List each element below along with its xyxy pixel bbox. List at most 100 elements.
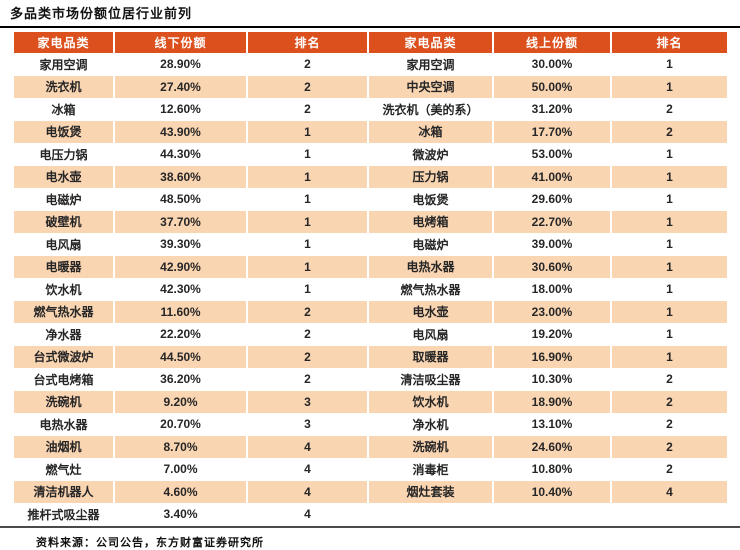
table-cell: 3	[246, 413, 368, 436]
table-cell: 推杆式吸尘器	[27, 507, 100, 522]
table-cell: 2	[246, 368, 368, 391]
table-cell: 23.00%	[492, 300, 611, 323]
table-bottom-rule	[0, 525, 740, 528]
table-cell: 烟灶套装	[367, 480, 493, 503]
table-cell: 36.20%	[113, 368, 247, 391]
table-row: 台式电烤箱 36.20% 2 清洁吸尘器 10.30% 2	[14, 368, 727, 391]
table-cell: 微波炉	[367, 143, 493, 166]
page-title: 多品类市场份额位居行业前列	[10, 6, 193, 21]
table-cell: 38.60%	[113, 165, 247, 188]
table-cell: 洗碗机	[14, 390, 114, 413]
market-share-table: 家电品类 线下份额 排名 家电品类 线上份额 排名 家用空调 28.90% 2 家用空…	[14, 32, 727, 526]
table-cell	[492, 503, 611, 526]
table-cell: 电烤箱	[367, 210, 493, 233]
header-row: 家电品类 线下份额 排名 家电品类 线上份额 排名	[14, 32, 727, 53]
table-cell: 28.90%	[113, 53, 247, 76]
table-cell: 22.20%	[113, 323, 247, 346]
table-cell: 8.70%	[113, 435, 247, 458]
table-cell: 39.00%	[492, 233, 611, 256]
table-cell: 破壁机	[14, 210, 114, 233]
table-cell: 44.30%	[113, 143, 247, 166]
table-cell: 电饭煲	[14, 120, 114, 143]
table-cell: 1	[610, 345, 727, 368]
table-cell: 2	[610, 413, 727, 436]
table-cell: 19.20%	[492, 323, 611, 346]
table-cell: 洗衣机（美的系）	[367, 98, 493, 121]
col-header-offline-share: 线下份额	[113, 32, 247, 53]
table-cell: 43.90%	[113, 120, 247, 143]
table-row: 电压力锅 44.30% 1 微波炉 53.00% 1	[14, 143, 727, 166]
table-cell: 41.00%	[492, 165, 611, 188]
col-header-category-offline: 家电品类	[14, 32, 114, 53]
table-cell: 10.30%	[492, 368, 611, 391]
table-cell: 1	[610, 188, 727, 211]
table-cell: 18.00%	[492, 278, 611, 301]
table-cell: 电磁炉	[45, 192, 82, 207]
table-cell: 1	[610, 53, 727, 76]
table-cell: 1	[610, 278, 727, 301]
table-cell: 1	[246, 278, 368, 301]
table-cell	[610, 503, 727, 526]
table-cell: 7.00%	[113, 458, 247, 481]
table-cell: 洗碗机	[367, 435, 493, 458]
table-row: 电饭煲 43.90% 1 冰箱 17.70% 2	[14, 120, 727, 143]
table-cell: 1	[610, 323, 727, 346]
table-cell: 电热水器	[39, 417, 88, 432]
table-cell: 消毒柜	[367, 458, 493, 481]
table-cell: 2	[246, 53, 368, 76]
table-cell: 39.30%	[113, 233, 247, 256]
table-cell: 17.70%	[492, 120, 611, 143]
table-cell: 1	[246, 188, 368, 211]
table-row: 清洁机器人 4.60% 4 烟灶套装 10.40% 4	[14, 480, 727, 503]
table-row: 洗碗机 9.20% 3 饮水机 18.90% 2	[14, 390, 727, 413]
table-row: 电暖器 42.90% 1 电热水器 30.60% 1	[14, 255, 727, 278]
table-cell: 18.90%	[492, 390, 611, 413]
col-header-online-rank: 排名	[610, 32, 727, 53]
table-cell: 饮水机	[367, 390, 493, 413]
table-cell: 1	[610, 165, 727, 188]
table-cell: 4	[246, 480, 368, 503]
source-note: 资料来源：公司公告，东方财富证券研究所	[36, 536, 264, 549]
table-cell: 20.70%	[113, 413, 247, 436]
table-cell: 1	[610, 233, 727, 256]
table-cell: 2	[246, 300, 368, 323]
table-cell: 48.50%	[113, 188, 247, 211]
table-cell: 电磁炉	[367, 233, 493, 256]
table-cell: 压力锅	[367, 165, 493, 188]
table-row: 电磁炉 48.50% 1 电饭煲 29.60% 1	[14, 188, 727, 211]
table-row: 洗衣机 27.40% 2 中央空调 50.00% 1	[14, 75, 727, 98]
table-cell: 电风扇	[367, 323, 493, 346]
table-cell: 30.60%	[492, 255, 611, 278]
table-row: 电风扇 39.30% 1 电磁炉 39.00% 1	[14, 233, 727, 256]
table-cell: 2	[246, 323, 368, 346]
table-cell: 2	[610, 390, 727, 413]
table-row: 电水壶 38.60% 1 压力锅 41.00% 1	[14, 165, 727, 188]
table-cell: 电风扇	[45, 237, 82, 252]
table-cell: 1	[610, 300, 727, 323]
table-cell: 1	[610, 210, 727, 233]
table-cell: 37.70%	[113, 210, 247, 233]
table-cell: 4	[610, 480, 727, 503]
table-cell: 24.60%	[492, 435, 611, 458]
table-cell: 洗衣机	[14, 75, 114, 98]
col-header-category-online: 家电品类	[367, 32, 493, 53]
table-cell: 家用空调	[367, 53, 493, 76]
table-cell: 净水机	[367, 413, 493, 436]
table-cell: 22.70%	[492, 210, 611, 233]
table-row: 燃气灶 7.00% 4 消毒柜 10.80% 2	[14, 458, 727, 481]
table-cell: 取暖器	[367, 345, 493, 368]
table-cell: 1	[246, 120, 368, 143]
table-cell: 2	[246, 98, 368, 121]
table-cell: 4	[246, 435, 368, 458]
table-cell: 42.90%	[113, 255, 247, 278]
table-cell: 50.00%	[492, 75, 611, 98]
table-cell: 1	[610, 255, 727, 278]
table-cell: 16.90%	[492, 345, 611, 368]
table-row: 饮水机 42.30% 1 燃气热水器 18.00% 1	[14, 278, 727, 301]
table-cell: 1	[246, 165, 368, 188]
table-cell: 2	[610, 435, 727, 458]
table-row: 净水器 22.20% 2 电风扇 19.20% 1	[14, 323, 727, 346]
table-row: 家用空调 28.90% 2 家用空调 30.00% 1	[14, 53, 727, 76]
table-cell: 燃气热水器	[367, 278, 493, 301]
